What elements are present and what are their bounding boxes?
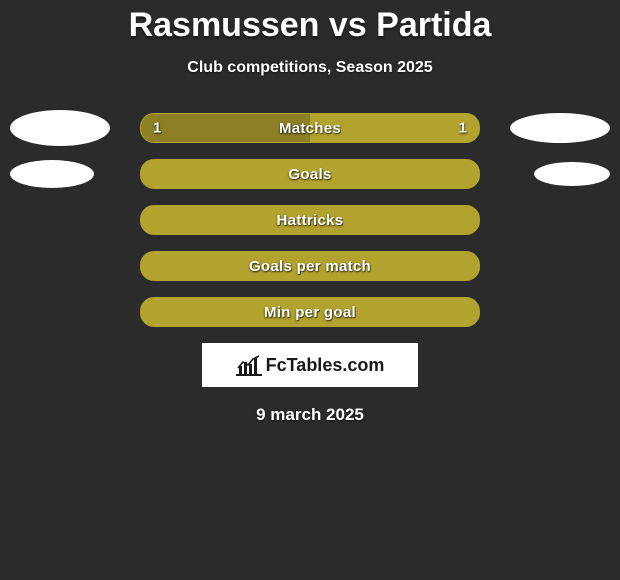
stat-bar-label: Min per goal bbox=[264, 304, 356, 321]
brand-chart-icon bbox=[236, 354, 262, 376]
comparison-row: Goals per match bbox=[0, 251, 620, 281]
stat-bar-label: Goals per match bbox=[249, 258, 371, 275]
stat-left-value: 1 bbox=[153, 120, 161, 137]
stat-bar: Goals per match bbox=[140, 251, 480, 281]
stat-bar: Min per goal bbox=[140, 297, 480, 327]
comparison-row: Goals bbox=[0, 159, 620, 189]
stat-bar-label: Goals bbox=[288, 166, 331, 183]
comparison-row: Matches 1 1 bbox=[0, 113, 620, 143]
page-title: Rasmussen vs Partida bbox=[0, 0, 620, 45]
left-player-avatar bbox=[10, 160, 94, 188]
stat-bar: Hattricks bbox=[140, 205, 480, 235]
right-player-avatar bbox=[510, 113, 610, 143]
stat-bar-label: Hattricks bbox=[277, 212, 344, 229]
stat-bar: Goals bbox=[140, 159, 480, 189]
comparison-row: Min per goal bbox=[0, 297, 620, 327]
date-label: 9 march 2025 bbox=[0, 405, 620, 425]
comparison-rows: Matches 1 1 Goals Hattricks Goals per match Mi… bbox=[0, 113, 620, 327]
comparison-row: Hattricks bbox=[0, 205, 620, 235]
left-player-avatar bbox=[10, 110, 110, 146]
stat-bar-label: Matches bbox=[279, 120, 341, 137]
brand-text: FcTables.com bbox=[266, 355, 385, 376]
stat-bar: Matches 1 1 bbox=[140, 113, 480, 143]
right-player-avatar bbox=[534, 162, 610, 186]
stat-right-value: 1 bbox=[459, 120, 467, 137]
brand-box: FcTables.com bbox=[202, 343, 418, 387]
subtitle: Club competitions, Season 2025 bbox=[0, 59, 620, 77]
